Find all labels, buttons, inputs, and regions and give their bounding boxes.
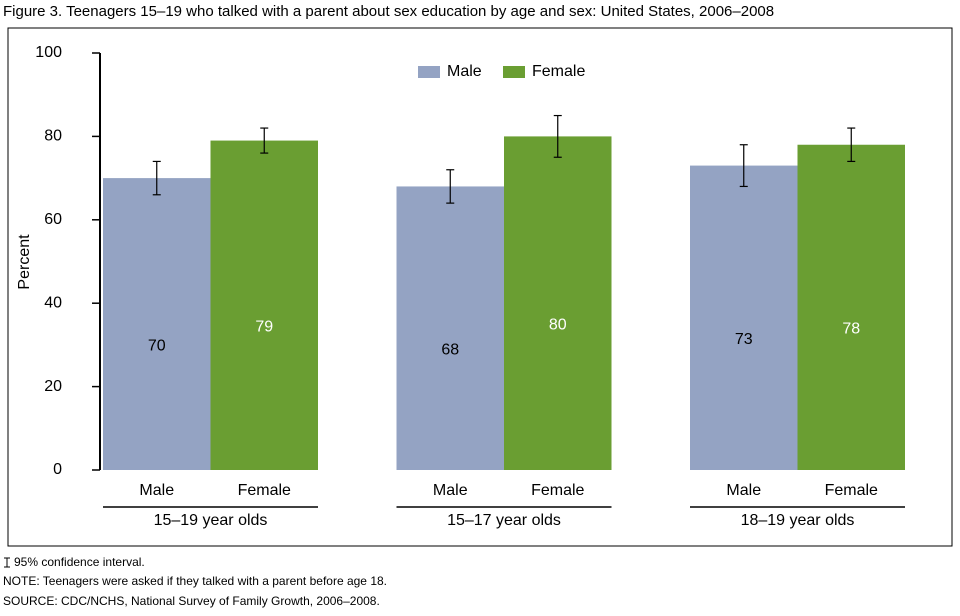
bar [797, 144, 905, 471]
y-axis-label: Percent [16, 234, 33, 290]
y-tick-label: 40 [44, 294, 62, 311]
y-tick-label: 20 [44, 378, 62, 395]
source: SOURCE: CDC/NCHS, National Survey of Fam… [3, 594, 380, 608]
y-tick-label: 0 [53, 461, 62, 478]
value-label: 68 [441, 341, 459, 358]
x-sub-label: Female [238, 482, 291, 499]
error-bar [446, 169, 455, 204]
y-tick-label: 80 [44, 128, 62, 145]
error-bar [847, 127, 856, 163]
value-label: 79 [255, 319, 273, 336]
x-sub-label: Male [726, 482, 761, 499]
bar [103, 178, 211, 470]
bar [210, 140, 318, 470]
legend-swatch [503, 66, 525, 78]
error-bar [739, 144, 748, 188]
x-sub-label: Female [531, 482, 584, 499]
x-tick-label: 18–19 year olds [741, 512, 855, 529]
x-tick-label: 15–17 year olds [447, 512, 561, 529]
ci-icon [4, 557, 10, 568]
error-bar [260, 127, 269, 154]
legend-label: Male [447, 63, 482, 80]
chart-frame [7, 27, 953, 547]
value-label: 80 [549, 316, 567, 333]
y-tick-label: 100 [35, 44, 62, 61]
x-tick-label: 15–19 year olds [154, 512, 268, 529]
x-sub-label: Male [139, 482, 174, 499]
value-label: 70 [148, 337, 166, 354]
bar [690, 165, 798, 470]
note: NOTE: Teenagers were asked if they talke… [3, 574, 387, 588]
x-sub-label: Male [433, 482, 468, 499]
bar [396, 186, 504, 470]
value-label: 73 [735, 331, 753, 348]
error-bar [152, 160, 161, 196]
x-sub-label: Female [825, 482, 878, 499]
ci-note: 95% confidence interval. [14, 555, 145, 569]
y-tick-label: 60 [44, 211, 62, 228]
bar [504, 136, 612, 470]
value-label: 78 [842, 321, 860, 338]
legend-swatch [418, 66, 440, 78]
chart-title: Figure 3. Teenagers 15–19 who talked wit… [3, 3, 774, 20]
error-bar [553, 114, 562, 158]
legend-label: Female [532, 63, 585, 80]
